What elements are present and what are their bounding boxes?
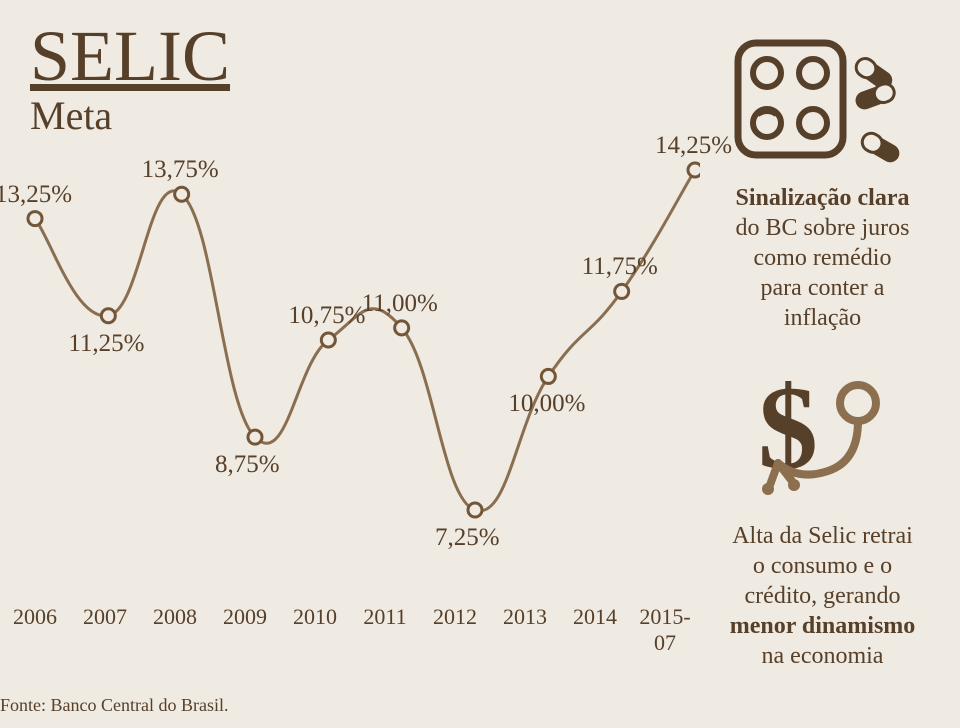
- data-label: 8,75%: [215, 451, 280, 479]
- sidebar-p1-line2: do BC sobre juros: [736, 215, 910, 241]
- data-label: 13,25%: [0, 181, 72, 209]
- x-tick: 2010: [280, 604, 350, 638]
- chart-marker: [248, 430, 262, 444]
- page: SELIC Meta 13,25% 11,25% 13,75% 8,75% 10,75%…: [0, 0, 960, 728]
- x-tick: 2015-07: [630, 604, 700, 638]
- data-label: 10,75%: [288, 302, 365, 330]
- chart-marker: [101, 309, 115, 323]
- data-label: 14,25%: [655, 132, 732, 160]
- chart-marker: [395, 321, 409, 335]
- chart-marker: [541, 369, 555, 383]
- x-tick: 2011: [350, 604, 420, 638]
- sidebar-p1-line4: para conter a: [761, 275, 885, 301]
- x-tick: 2006: [0, 604, 70, 638]
- chart-marker: [321, 333, 335, 347]
- sidebar-paragraph-2: Alta da Selic retrai o consumo e o crédi…: [730, 521, 916, 671]
- chart-column: SELIC Meta 13,25% 11,25% 13,75% 8,75% 10,75%…: [0, 0, 700, 728]
- sidebar-p2-line4: menor dinamismo: [730, 613, 916, 639]
- x-tick: 2009: [210, 604, 280, 638]
- page-subtitle: Meta: [30, 96, 700, 136]
- sidebar-p1-line5: inflação: [784, 305, 861, 331]
- pills-icon: [733, 35, 913, 165]
- chart-marker: [468, 503, 482, 517]
- x-tick: 2012: [420, 604, 490, 638]
- data-label: 13,75%: [142, 156, 219, 184]
- x-tick: 2007: [70, 604, 140, 638]
- data-label: 10,00%: [508, 390, 585, 418]
- chart-marker: [28, 212, 42, 226]
- data-label: 11,00%: [362, 290, 438, 318]
- x-tick: 2013: [490, 604, 560, 638]
- sidebar-p1-line1: Sinalização clara: [736, 185, 910, 211]
- sidebar-p2-line5: na economia: [762, 643, 884, 669]
- sidebar-paragraph-1: Sinalização clara do BC sobre juros como…: [736, 183, 910, 333]
- chart-marker: [615, 284, 629, 298]
- sidebar-p1-line3: como remédio: [754, 245, 892, 271]
- data-label: 7,25%: [435, 524, 500, 552]
- data-label: 11,25%: [68, 330, 144, 358]
- chart-marker: [688, 163, 700, 177]
- x-tick: 2014: [560, 604, 630, 638]
- chart-area: 13,25% 11,25% 13,75% 8,75% 10,75%11,00% 7,25%…: [0, 140, 700, 560]
- sidebar-p2-line3: crédito, gerando: [745, 583, 901, 609]
- data-label: 11,75%: [582, 253, 658, 281]
- chart-marker: [175, 187, 189, 201]
- x-tick: 2008: [140, 604, 210, 638]
- sidebar-p2-line2: o consumo e o: [753, 553, 892, 579]
- sidebar-p2-line1: Alta da Selic retrai: [732, 523, 913, 549]
- source-note: Fonte: Banco Central do Brasil.: [0, 695, 228, 716]
- page-title: SELIC: [30, 20, 700, 92]
- x-axis: 2006200720082009201020112012201320142015…: [0, 604, 700, 638]
- sidebar: Sinalização clara do BC sobre juros como…: [700, 0, 960, 728]
- dollar-stethoscope-icon: $: [738, 363, 908, 503]
